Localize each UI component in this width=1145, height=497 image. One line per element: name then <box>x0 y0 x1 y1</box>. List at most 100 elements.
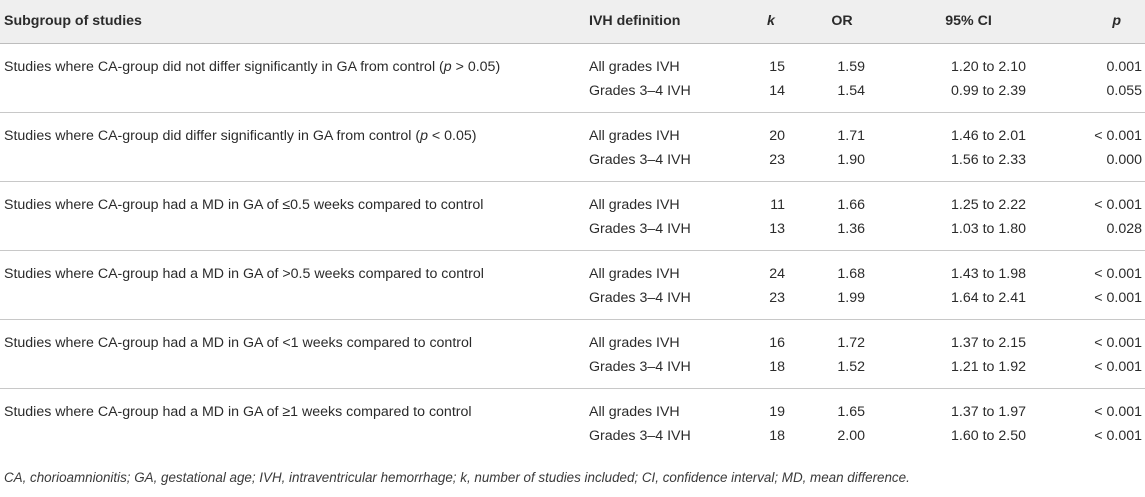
subgroup-text: Studies where CA-group had a MD in GA of… <box>4 403 472 420</box>
or-cell: 1.36 <box>798 216 886 251</box>
k-cell: 23 <box>744 285 798 320</box>
table-row: Grades 3–4 IVH 23 1.90 1.56 to 2.33 0.000 <box>0 147 1145 182</box>
table-row: Studies where CA-group did not differ si… <box>0 43 1145 79</box>
subgroup-cell <box>0 216 586 251</box>
subgroup-text-italic: p <box>443 58 452 75</box>
k-cell: 18 <box>744 354 798 389</box>
subgroup-text-end: < 0.05) <box>427 127 477 144</box>
subgroup-text-italic: p <box>420 127 428 144</box>
ivh-definition-cell: Grades 3–4 IVH <box>586 78 744 113</box>
table-row: Grades 3–4 IVH 13 1.36 1.03 to 1.80 0.028 <box>0 216 1145 251</box>
p-value-cell: 0.028 <box>1051 216 1145 251</box>
or-cell: 1.71 <box>837 127 865 144</box>
ci-cell: 1.25 to 2.22 <box>951 196 1026 213</box>
ci-cell: 1.56 to 2.33 <box>886 147 1051 182</box>
or-cell: 2.00 <box>837 427 865 444</box>
k-cell: 20 <box>769 127 785 144</box>
k-cell: 24 <box>769 265 785 282</box>
p-value-cell: < 0.001 <box>1094 196 1142 213</box>
header-ci: 95% CI <box>886 0 1051 44</box>
table-row: Grades 3–4 IVH 18 1.52 1.21 to 1.92 < 0.001 <box>0 354 1145 389</box>
subgroup-cell: Studies where CA-group had a MD in GA of… <box>0 319 586 355</box>
k-cell: 14 <box>744 78 798 113</box>
table-row: Grades 3–4 IVH 23 1.99 1.64 to 2.41 < 0.001 <box>0 285 1145 320</box>
k-cell: 11 <box>770 196 785 213</box>
or-cell: 1.90 <box>798 147 886 182</box>
p-value-cell: < 0.001 <box>1094 427 1142 444</box>
table-row: Studies where CA-group had a MD in GA of… <box>0 319 1145 355</box>
table-row: Grades 3–4 IVH 18 2.00 1.60 to 2.50 < 0.001 <box>0 424 1145 457</box>
subgroup-cell: Studies where CA-group had a MD in GA of… <box>0 388 586 424</box>
p-value-cell: 0.000 <box>1051 147 1145 182</box>
subgroup-cell <box>0 147 586 182</box>
results-table: Subgroup of studies IVH definition k OR … <box>0 0 1145 457</box>
subgroup-text: Studies where CA-group had a MD in GA of… <box>4 265 484 282</box>
table-row: Studies where CA-group did differ signif… <box>0 112 1145 148</box>
ivh-definition-cell: Grades 3–4 IVH <box>586 354 744 389</box>
subgroup-text-end: > 0.05) <box>451 58 501 75</box>
or-cell: 1.72 <box>837 334 865 351</box>
header-k: k <box>744 0 798 44</box>
header-or: OR <box>798 0 886 44</box>
subgroup-text: Studies where CA-group had a MD in GA of… <box>4 196 484 213</box>
table-header: Subgroup of studies IVH definition k OR … <box>0 0 1145 44</box>
p-value-cell: < 0.001 <box>1094 403 1142 420</box>
k-cell: 16 <box>769 334 785 351</box>
subgroup-cell: Studies where CA-group had a MD in GA of… <box>0 181 586 217</box>
p-value-cell: 0.055 <box>1051 78 1145 113</box>
subgroup-text: Studies where CA-group had a MD in GA of… <box>4 334 473 351</box>
ivh-definition-cell: All grades IVH <box>589 58 680 75</box>
header-ivh-definition: IVH definition <box>586 0 744 44</box>
subgroup-cell: Studies where CA-group did not differ si… <box>0 43 586 79</box>
or-cell: 1.66 <box>837 196 865 213</box>
ivh-definition-cell: Grades 3–4 IVH <box>586 147 744 182</box>
ivh-definition-cell: Grades 3–4 IVH <box>589 427 691 444</box>
subgroup-text: Studies where CA-group did differ signif… <box>4 127 421 144</box>
subgroup-cell <box>0 78 586 113</box>
k-cell: 15 <box>769 58 785 75</box>
ivh-definition-cell: All grades IVH <box>589 127 680 144</box>
ivh-definition-cell: All grades IVH <box>589 265 680 282</box>
subgroup-cell <box>0 354 586 389</box>
p-value-cell: < 0.001 <box>1094 265 1142 282</box>
ivh-definition-cell: Grades 3–4 IVH <box>586 216 744 251</box>
k-cell: 13 <box>744 216 798 251</box>
table-container: Subgroup of studies IVH definition k OR … <box>0 0 1145 485</box>
ivh-definition-cell: All grades IVH <box>589 403 680 420</box>
subgroup-text: Studies where CA-group did not differ si… <box>4 58 444 75</box>
ci-cell: 1.20 to 2.10 <box>951 58 1026 75</box>
k-cell: 23 <box>744 147 798 182</box>
ci-cell: 1.21 to 1.92 <box>886 354 1051 389</box>
p-value-cell: < 0.001 <box>1051 285 1145 320</box>
ci-cell: 1.03 to 1.80 <box>886 216 1051 251</box>
ci-cell: 1.37 to 2.15 <box>951 334 1026 351</box>
header-row: Subgroup of studies IVH definition k OR … <box>0 0 1145 44</box>
k-cell: 18 <box>769 427 785 444</box>
p-value-cell: < 0.001 <box>1094 334 1142 351</box>
or-cell: 1.65 <box>837 403 865 420</box>
ci-cell: 1.37 to 1.97 <box>951 403 1026 420</box>
ci-cell: 1.64 to 2.41 <box>886 285 1051 320</box>
subgroup-cell <box>0 424 586 457</box>
ci-cell: 1.43 to 1.98 <box>951 265 1026 282</box>
ci-cell: 1.60 to 2.50 <box>951 427 1026 444</box>
ivh-definition-cell: All grades IVH <box>589 334 680 351</box>
ivh-definition-cell: All grades IVH <box>589 196 680 213</box>
or-cell: 1.59 <box>837 58 865 75</box>
ci-cell: 0.99 to 2.39 <box>886 78 1051 113</box>
table-row: Studies where CA-group had a MD in GA of… <box>0 181 1145 217</box>
table-body: Studies where CA-group did not differ si… <box>0 43 1145 457</box>
ci-cell: 1.46 to 2.01 <box>951 127 1026 144</box>
table-row: Grades 3–4 IVH 14 1.54 0.99 to 2.39 0.055 <box>0 78 1145 113</box>
table-row: Studies where CA-group had a MD in GA of… <box>0 250 1145 286</box>
table-row: Studies where CA-group had a MD in GA of… <box>0 388 1145 424</box>
subgroup-cell: Studies where CA-group did differ signif… <box>0 112 586 148</box>
or-cell: 1.68 <box>837 265 865 282</box>
subgroup-cell <box>0 285 586 320</box>
header-subgroup: Subgroup of studies <box>0 0 586 44</box>
or-cell: 1.52 <box>798 354 886 389</box>
subgroup-cell: Studies where CA-group had a MD in GA of… <box>0 250 586 286</box>
p-value-cell: < 0.001 <box>1051 354 1145 389</box>
header-p: p <box>1051 0 1145 44</box>
p-value-cell: 0.001 <box>1106 58 1142 75</box>
